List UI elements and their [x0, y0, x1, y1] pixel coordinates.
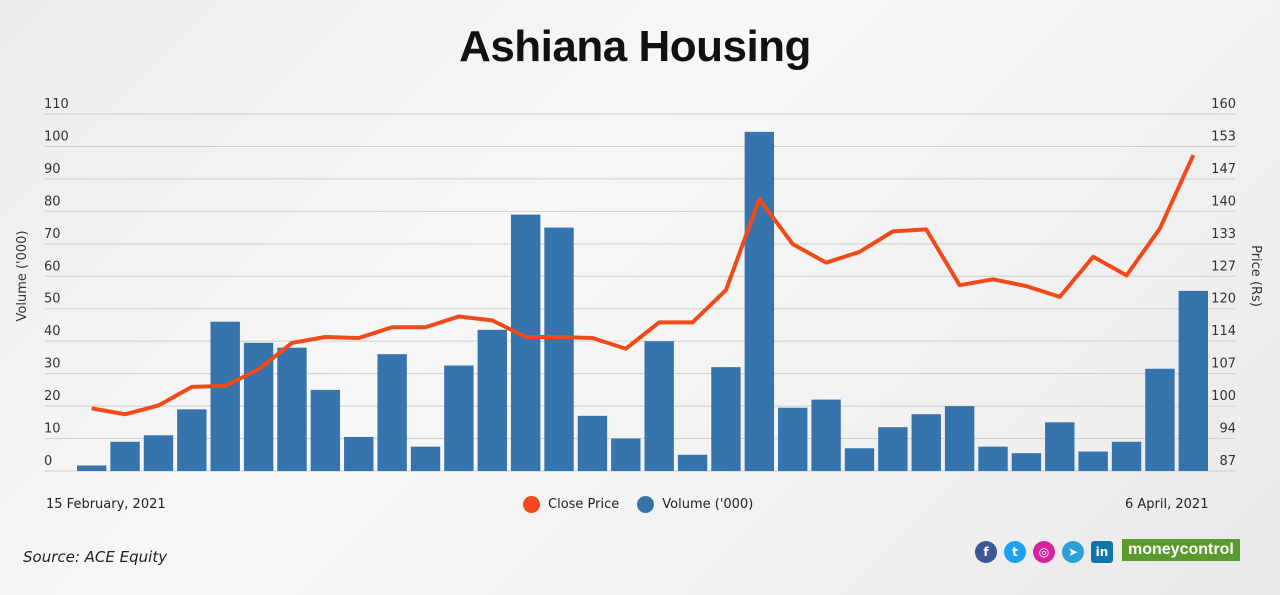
volume-bar	[377, 354, 407, 471]
volume-bar	[644, 341, 674, 471]
y-right-tick: 100	[1211, 389, 1236, 404]
volume-bar	[744, 131, 775, 471]
volume-bar	[811, 399, 841, 471]
volume-bar	[77, 465, 107, 471]
volume-bar	[878, 427, 908, 471]
volume-bar	[310, 389, 341, 471]
legend: Close Price Volume ('000)	[523, 496, 753, 513]
linkedin-icon[interactable]: in	[1091, 541, 1113, 563]
y-right-tick: 153	[1211, 129, 1236, 144]
social-icons: f t ◎ ➤ in	[975, 541, 1113, 563]
y-right-tick: 140	[1211, 194, 1236, 209]
y-left-tick: 10	[44, 422, 61, 437]
volume-bar	[510, 214, 541, 472]
volume-bar	[944, 406, 975, 471]
volume-bar	[477, 329, 507, 471]
volume-bar	[844, 448, 875, 471]
volume-bar	[1045, 422, 1075, 471]
x-start-label: 15 February, 2021	[46, 497, 166, 512]
facebook-icon[interactable]: f	[975, 541, 997, 563]
y-right-tick: 94	[1219, 422, 1236, 437]
moneycontrol-logo: moneycontrol	[1122, 539, 1240, 561]
volume-bar	[544, 227, 574, 471]
volume-bar	[344, 436, 374, 471]
legend-volume-marker	[637, 496, 655, 513]
volume-bar	[243, 342, 274, 471]
y-right-tick: 160	[1211, 97, 1236, 112]
y-left-tick: 70	[44, 227, 61, 242]
volume-bar	[778, 407, 808, 471]
volume-bar	[611, 438, 641, 471]
volume-bar	[1078, 451, 1108, 471]
close-price-line	[91, 154, 1196, 417]
y-right-tick: 147	[1211, 162, 1236, 177]
legend-close-price: Close Price	[548, 497, 620, 512]
volume-bar	[1178, 290, 1208, 471]
y-left-tick: 80	[44, 194, 61, 209]
y-left-tick: 50	[44, 292, 61, 307]
y-right-title: Price (Rs)	[1248, 245, 1263, 307]
volume-bar	[677, 454, 708, 471]
volume-bar	[1011, 453, 1042, 471]
volume-bar	[210, 321, 240, 471]
volume-bar	[978, 446, 1008, 471]
y-left-tick: 30	[44, 357, 61, 372]
volume-bar	[1111, 441, 1142, 471]
volume-bar	[911, 414, 941, 471]
volume-bar	[711, 367, 741, 471]
y-right-tick: 120	[1211, 292, 1236, 307]
source-note: Source: ACE Equity	[23, 548, 168, 566]
y-left-tick: 0	[44, 454, 52, 469]
y-left-tick: 90	[44, 162, 61, 177]
y-left-tick: 20	[44, 389, 61, 404]
legend-close-price-marker	[523, 496, 540, 513]
legend-volume: Volume ('000)	[662, 497, 754, 512]
y-left-tick: 40	[44, 324, 61, 339]
chart-title: Ashiana Housing	[459, 22, 811, 71]
volume-bar	[1145, 368, 1175, 471]
x-end-label: 6 April, 2021	[1125, 497, 1209, 512]
volume-bar	[277, 347, 307, 471]
volume-bar	[410, 446, 441, 471]
y-left-tick: 100	[44, 129, 69, 144]
telegram-icon[interactable]: ➤	[1062, 541, 1084, 563]
volume-bar	[577, 415, 608, 471]
y-right-tick: 114	[1211, 324, 1236, 339]
y-left-title: Volume ('000)	[15, 230, 30, 321]
twitter-icon[interactable]: t	[1004, 541, 1026, 563]
y-right-tick: 87	[1219, 454, 1236, 469]
volume-bar	[110, 441, 140, 471]
y-right-tick: 107	[1211, 357, 1236, 372]
volume-bar	[143, 435, 174, 471]
volume-bar	[177, 409, 207, 471]
y-left-tick: 60	[44, 259, 61, 274]
y-right-tick: 133	[1211, 227, 1236, 242]
volume-bar	[444, 365, 474, 471]
instagram-icon[interactable]: ◎	[1033, 541, 1055, 563]
y-left-tick: 110	[44, 97, 69, 112]
y-right-tick: 127	[1211, 259, 1236, 274]
